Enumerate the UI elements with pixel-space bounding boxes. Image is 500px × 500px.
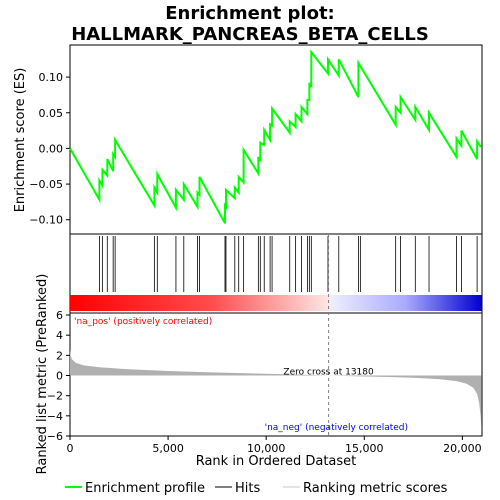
rank-color-bar (70, 295, 482, 311)
es-panel-frame (69, 44, 483, 235)
es-y-tick-label: −0.05 (29, 178, 63, 191)
title-line-2: HALLMARK_PANCREAS_BETA_CELLS (71, 24, 429, 45)
x-tick-label: 20,000 (443, 442, 482, 455)
rank-y-tick-label: −2 (47, 390, 63, 403)
x-axis-label: Rank in Ordered Dataset (196, 454, 357, 469)
es-y-tick-label: 0.00 (39, 142, 64, 155)
rank-y-tick-label: 6 (56, 309, 63, 322)
legend-hits-label: Hits (235, 481, 260, 496)
negative-label: 'na_neg' (negatively correlated) (265, 423, 408, 433)
rank-y-tick-label: −4 (47, 410, 63, 423)
es-y-tick-label: 0.10 (39, 71, 64, 84)
es-y-tick-label: 0.05 (39, 107, 64, 120)
legend-rank-label: Ranking metric scores (303, 481, 448, 496)
x-tick-label: 0 (67, 442, 74, 455)
title-line-1: Enrichment plot: (165, 3, 335, 24)
ranking-metric-area (70, 349, 482, 431)
rank-y-tick-label: 4 (56, 329, 63, 342)
x-tick-label: 10,000 (247, 442, 286, 455)
rank-y-tick-label: 2 (56, 349, 63, 362)
rank-y-tick-label: 0 (56, 370, 63, 383)
rank-y-axis-label: Ranked list metric (PreRanked) (35, 274, 50, 475)
x-tick-label: 15,000 (345, 442, 384, 455)
legend-es-label: Enrichment profile (85, 481, 205, 496)
zero-cross-label: Zero cross at 13180 (283, 368, 374, 378)
rank-y-tick-label: −6 (47, 430, 63, 443)
x-tick-label: 5,000 (152, 442, 184, 455)
es-profile-line (69, 49, 482, 224)
es-y-axis-label: Enrichment score (ES) (13, 68, 28, 213)
es-y-tick-label: −0.10 (29, 214, 63, 227)
legend: Enrichment profile Hits Ranking metric s… (65, 481, 448, 496)
positive-label: 'na_pos' (positively correlated) (74, 317, 212, 327)
